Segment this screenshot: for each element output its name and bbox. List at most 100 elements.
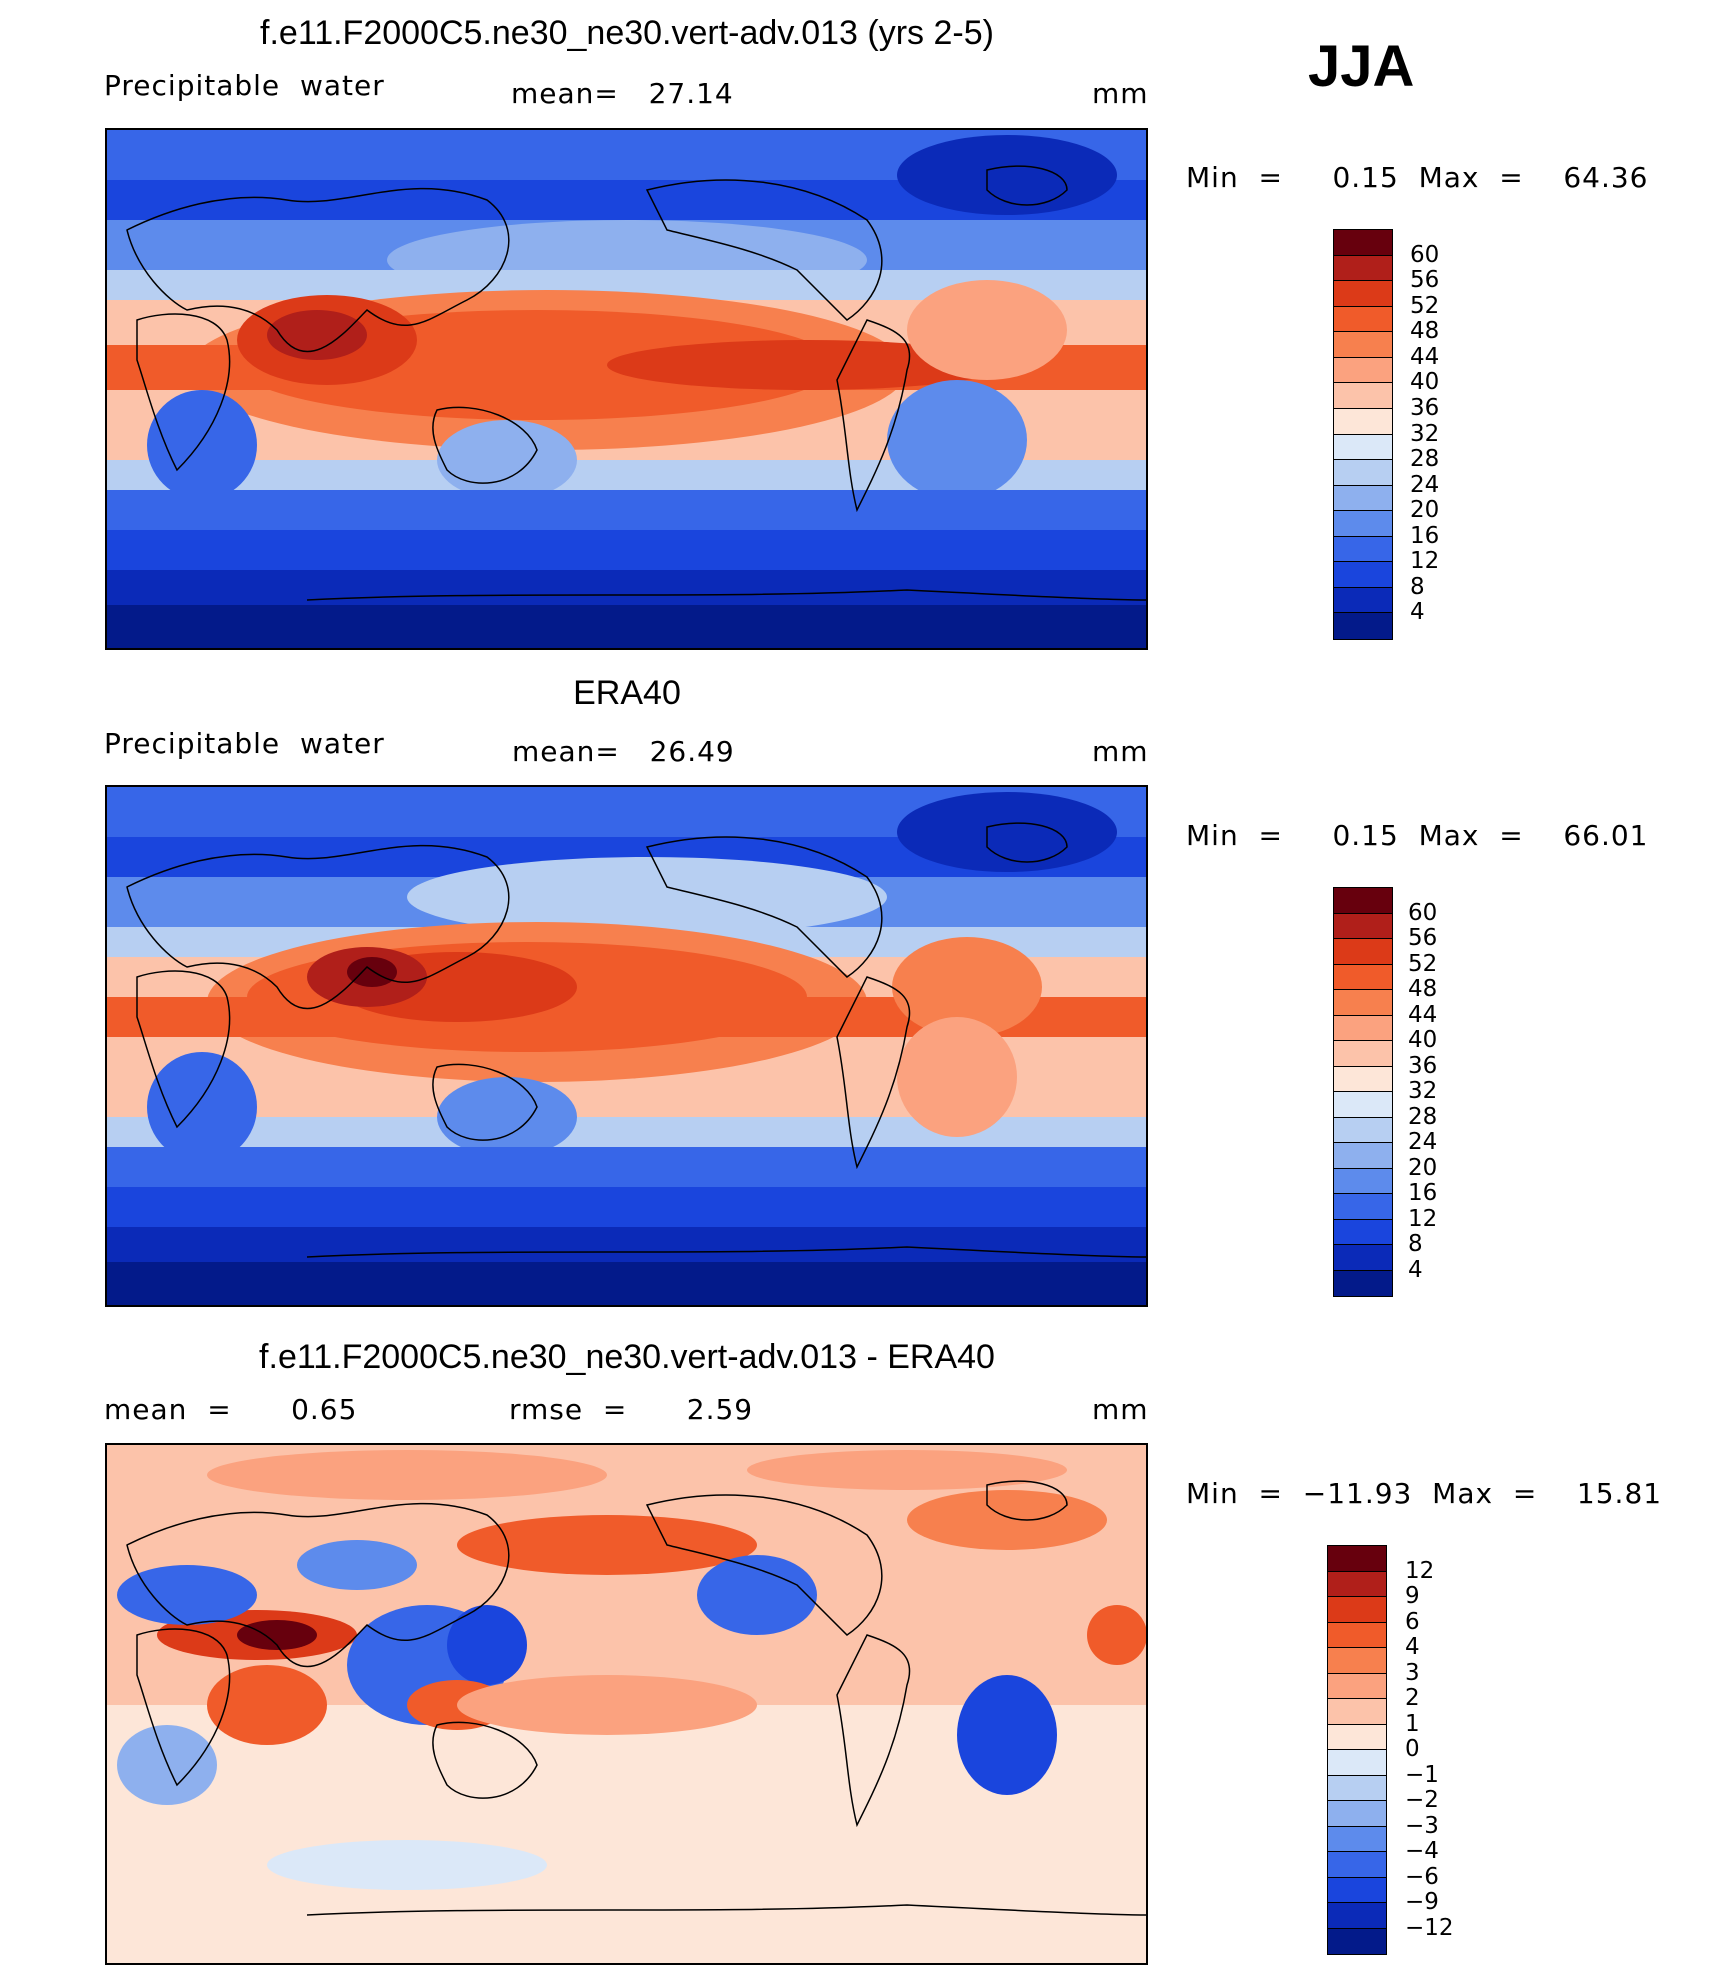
colorbar-tick-label: 40 <box>1410 369 1440 396</box>
panel-title-obs: ERA40 <box>573 674 681 712</box>
colorbar-tick-label: 1 <box>1405 1710 1420 1737</box>
colorbar-tick-label: 3 <box>1405 1659 1420 1686</box>
colorbar-segment <box>1334 1041 1392 1067</box>
colorbar-tick-label: −4 <box>1405 1838 1439 1864</box>
colorbar-tick-label: 12 <box>1408 1205 1438 1232</box>
colorbar-ticks-model: 60 56 52 48 44 40 36 32 28 24 20 16 12 8 4 <box>1410 229 1490 640</box>
colorbar-segment <box>1334 587 1392 614</box>
colorbar-segment <box>1334 1194 1392 1220</box>
colorbar-tick-label: 4 <box>1405 1634 1420 1660</box>
colorbar-segment <box>1334 1219 1392 1245</box>
colorbar-tick-label: 0 <box>1405 1736 1420 1762</box>
colorbar-tick-label: 20 <box>1410 497 1440 524</box>
colorbar-tick-label: −1 <box>1405 1761 1439 1788</box>
colorbar-tick-label: −6 <box>1405 1863 1439 1890</box>
map-diff <box>105 1443 1148 1965</box>
minmax-label-obs: Min = 0.15 Max = 66.01 <box>1186 819 1649 852</box>
colorbar-segment <box>1334 1270 1392 1296</box>
season-label: JJA <box>1308 34 1415 99</box>
colorbar-segment <box>1334 460 1392 486</box>
minmax-label-diff: Min = −11.93 Max = 15.81 <box>1186 1477 1663 1510</box>
colorbar-segment <box>1328 1903 1386 1929</box>
units-label-diff: mm <box>1092 1393 1149 1426</box>
colorbar-segment <box>1334 964 1392 990</box>
precipitable-water-map-obs <box>107 787 1146 1305</box>
colorbar-tick-label: 60 <box>1410 241 1440 268</box>
precipitable-water-map-diff <box>107 1445 1146 1963</box>
colorbar-tick-label: 56 <box>1410 267 1440 294</box>
colorbar-tick-label: 44 <box>1408 1001 1438 1028</box>
colorbar-tick-label: 52 <box>1410 292 1440 319</box>
colorbar-segment <box>1328 1801 1386 1827</box>
colorbar-tick-label: −3 <box>1405 1812 1439 1839</box>
map-model <box>105 128 1148 650</box>
colorbar-segment <box>1328 1597 1386 1623</box>
colorbar-tick-label: 44 <box>1410 343 1440 370</box>
panel-title-model: f.e11.F2000C5.ne30_ne30.vert-adv.013 (yr… <box>260 14 994 52</box>
mean-label-obs: mean= 26.49 <box>512 735 735 768</box>
colorbar-tick-label: −9 <box>1405 1889 1439 1915</box>
colorbar-segment <box>1328 1852 1386 1878</box>
colorbar-tick-label: 56 <box>1408 925 1438 951</box>
colorbar-tick-label: 36 <box>1410 394 1440 421</box>
colorbar-tick-label: 40 <box>1408 1027 1438 1053</box>
colorbar-segment <box>1328 1546 1386 1572</box>
colorbar-segment <box>1334 1168 1392 1194</box>
units-label-obs: mm <box>1092 735 1149 768</box>
minmax-label-model: Min = 0.15 Max = 64.36 <box>1186 161 1649 194</box>
colorbar-tick-label: 48 <box>1408 976 1438 1002</box>
colorbar-segment <box>1334 536 1392 563</box>
mean-label-model: mean= 27.14 <box>511 77 734 110</box>
colorbar-segment <box>1328 1826 1386 1852</box>
colorbar-segment <box>1328 1775 1386 1801</box>
units-label-model: mm <box>1092 77 1149 110</box>
rmse-label-diff: rmse = 2.59 <box>509 1393 754 1426</box>
colorbar-segment <box>1334 990 1392 1016</box>
colorbar-segment <box>1334 562 1392 588</box>
colorbar-segment <box>1334 281 1392 307</box>
colorbar-segment <box>1334 1066 1392 1092</box>
colorbar-segment <box>1328 1877 1386 1903</box>
colorbar-segment <box>1334 511 1392 537</box>
variable-label-model: Precipitable water <box>104 69 385 102</box>
colorbar-tick-label: 32 <box>1410 420 1440 447</box>
colorbar-tick-label: 16 <box>1408 1180 1438 1206</box>
colorbar-segment <box>1334 1092 1392 1118</box>
colorbar-tick-label: 2 <box>1405 1685 1420 1711</box>
mean-label-diff: mean = 0.65 <box>104 1393 358 1426</box>
colorbar-ticks-obs: 60 56 52 48 44 40 36 32 28 24 20 16 12 8 4 <box>1408 887 1488 1297</box>
colorbar-tick-label: 16 <box>1410 522 1440 549</box>
colorbar-tick-label: 8 <box>1408 1231 1423 1257</box>
colorbar-segment <box>1334 306 1392 333</box>
colorbar-tick-label: 36 <box>1408 1052 1438 1079</box>
precipitable-water-map-model <box>107 130 1146 648</box>
colorbar-segment <box>1334 357 1392 384</box>
colorbar-segment <box>1334 230 1392 256</box>
colorbar-tick-label: −12 <box>1405 1914 1454 1941</box>
colorbar-segment <box>1334 1143 1392 1169</box>
colorbar-segment <box>1328 1724 1386 1750</box>
colorbar-segment <box>1334 1245 1392 1271</box>
colorbar-model <box>1333 229 1393 640</box>
panel-title-diff: f.e11.F2000C5.ne30_ne30.vert-adv.013 - E… <box>259 1338 995 1376</box>
colorbar-segment <box>1334 939 1392 965</box>
colorbar-segment <box>1334 485 1392 512</box>
colorbar-tick-label: 24 <box>1410 471 1440 498</box>
colorbar-tick-label: 20 <box>1408 1154 1438 1181</box>
colorbar-segment <box>1334 434 1392 461</box>
map-obs <box>105 785 1148 1307</box>
colorbar-tick-label: 48 <box>1410 318 1440 345</box>
colorbar-segment <box>1334 383 1392 409</box>
colorbar-tick-label: 12 <box>1410 548 1440 575</box>
colorbar-obs <box>1333 887 1393 1297</box>
colorbar-tick-label: −2 <box>1405 1787 1439 1813</box>
colorbar-diff <box>1327 1545 1387 1955</box>
colorbar-segment <box>1328 1750 1386 1776</box>
variable-label-obs: Precipitable water <box>104 727 385 760</box>
colorbar-tick-label: 9 <box>1405 1583 1420 1609</box>
colorbar-segment <box>1334 255 1392 282</box>
colorbar-tick-label: 24 <box>1408 1129 1438 1155</box>
colorbar-tick-label: 60 <box>1408 899 1438 926</box>
colorbar-tick-label: 12 <box>1405 1557 1435 1584</box>
colorbar-segment <box>1328 1622 1386 1648</box>
